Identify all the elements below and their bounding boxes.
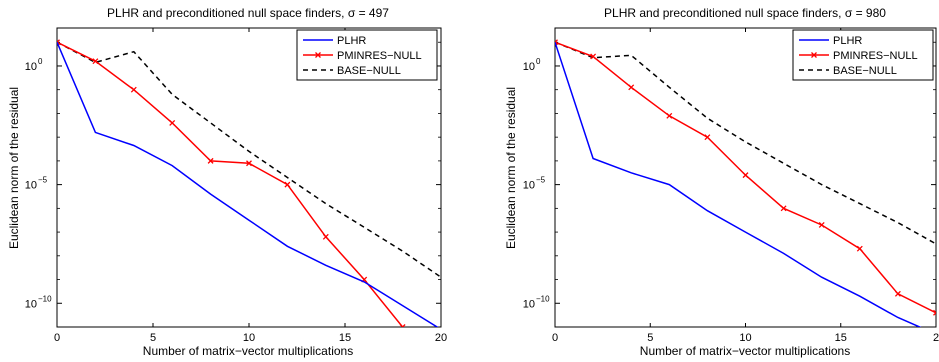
series-line-pminres-null [57,41,405,327]
legend-label: PMINRES−NULL [833,50,918,62]
series-line-pminres-null [555,41,936,314]
series-group [555,39,936,327]
plot-area: 0 5 10 15 210 010 −510 −10PLHRPMINRES−NULLBASE−… [523,27,939,344]
chart-sigma-980: PLHR and preconditioned null space finde… [504,6,939,358]
x-tick-label: 15 [339,332,351,344]
x-tick-label: 5 [647,332,653,344]
data-point-marker [246,160,252,167]
x-tick-label: 20 [435,332,447,344]
legend-label: PLHR [833,35,862,47]
x-tick-label: 0 [552,332,558,344]
data-point-marker [207,157,214,164]
x-tick-label: 10 [739,332,751,344]
data-point-marker [130,86,137,93]
legend: PLHR PMINRES−NULL BASE−NULL [792,29,934,81]
y-tick-label: 10 [25,298,37,310]
legend-label: PMINRES−NULL [337,50,422,62]
chart-title: PLHR and preconditioned null space finde… [604,6,886,20]
y-tick-exponent: −5 [536,176,546,185]
data-point-marker [169,119,176,126]
chart-title: PLHR and preconditioned null space finde… [107,6,389,20]
data-point-marker [704,134,711,141]
y-tick-label: 10 [25,61,37,73]
legend-marker [811,52,817,58]
y-tick-exponent: −5 [38,176,48,185]
y-axis-label: Euclidean norm of the residual [504,87,518,249]
data-point-marker [92,58,99,65]
data-point-marker [780,205,787,212]
y-tick-exponent: −10 [536,294,550,303]
data-point-marker [818,222,825,228]
y-axis-label: Euclidean norm of the residual [7,87,21,249]
data-point-marker [894,290,901,297]
data-point-marker [555,39,558,46]
series-line-base-null [57,41,441,278]
series-line-base-null [555,41,936,245]
data-point-marker [57,39,60,46]
y-tick-label: 10 [25,180,37,192]
legend-label: PLHR [337,35,366,47]
data-point-marker [284,181,291,188]
series-group [57,39,441,327]
y-tick-label: 10 [523,180,535,192]
series-line-plhr [57,41,439,327]
legend-label: BASE−NULL [337,65,401,77]
data-point-marker [628,84,635,91]
legend-label: BASE−NULL [833,65,897,77]
y-tick-exponent: −10 [38,294,52,303]
data-point-marker [666,112,673,119]
legend: PLHR PMINRES−NULL BASE−NULL [296,29,438,81]
legend-marker [315,52,321,58]
series-line-plhr [555,41,922,327]
x-tick-label: 5 [150,332,156,344]
x-tick-label: 15 [835,332,847,344]
data-point-marker [856,245,863,252]
data-point-marker [322,233,329,240]
data-point-marker [399,324,406,327]
y-tick-label: 10 [523,298,535,310]
data-point-marker [590,53,597,60]
x-axis-label: Number of matrix−vector multiplications [143,344,353,358]
x-tick-label: 10 [243,332,255,344]
x-tick-label: 2 [933,332,939,344]
y-tick-exponent: 0 [38,57,43,66]
data-point-marker [742,172,749,179]
x-tick-label: 0 [54,332,60,344]
chart-sigma-497: PLHR and preconditioned null space finde… [7,6,447,358]
y-tick-exponent: 0 [536,57,541,66]
data-point-marker [933,309,936,316]
x-axis-label: Number of matrix−vector multiplications [640,344,850,358]
y-tick-label: 10 [523,61,535,73]
